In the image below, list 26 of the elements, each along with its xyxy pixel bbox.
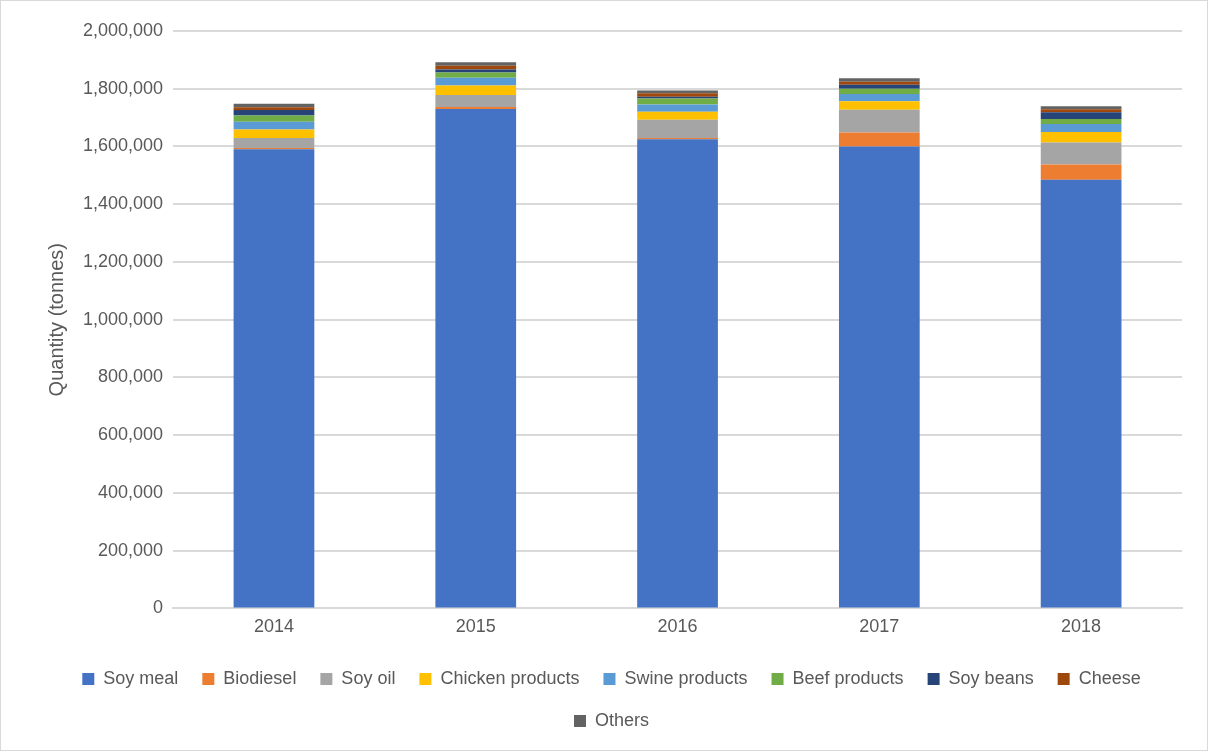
x-tick-label: 2016 bbox=[657, 616, 698, 637]
x-tick-label: 2017 bbox=[859, 616, 900, 637]
legend-label: Soy beans bbox=[948, 667, 1034, 688]
legend-label: Beef products bbox=[792, 667, 904, 688]
legend-label: Swine products bbox=[624, 667, 748, 688]
y-tick-label: 1,400,000 bbox=[83, 193, 164, 214]
y-tick-label: 1,000,000 bbox=[83, 308, 164, 329]
legend-label: Soy oil bbox=[341, 667, 396, 688]
legend-label: Others bbox=[594, 709, 650, 730]
legend-label: Chicken products bbox=[440, 667, 580, 688]
x-tick-label: 2018 bbox=[1061, 616, 1102, 637]
legend-label: Cheese bbox=[1078, 667, 1141, 688]
y-tick-label: 600,000 bbox=[98, 424, 164, 445]
y-tick-label: 400,000 bbox=[98, 481, 164, 502]
y-tick-label: 800,000 bbox=[98, 366, 164, 387]
y-axis-title: Quantity (tonnes) bbox=[44, 242, 67, 397]
y-tick-label: 1,200,000 bbox=[83, 250, 164, 271]
legend-label: Soy meal bbox=[103, 667, 179, 688]
y-tick-label: 2,000,000 bbox=[83, 19, 164, 40]
y-tick-label: 0 bbox=[153, 597, 164, 618]
y-tick-label: 200,000 bbox=[98, 539, 164, 560]
legend-label: Biodiesel bbox=[223, 667, 297, 688]
y-tick-label: 1,800,000 bbox=[83, 77, 164, 98]
x-tick-label: 2014 bbox=[253, 616, 294, 637]
x-tick-label: 2015 bbox=[455, 616, 496, 637]
y-tick-label: 1,600,000 bbox=[83, 135, 164, 156]
